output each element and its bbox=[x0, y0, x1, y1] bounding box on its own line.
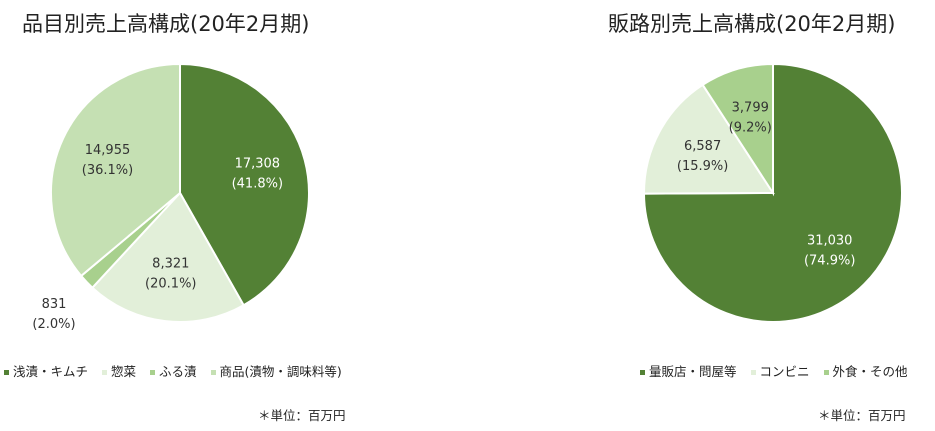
legend-swatch bbox=[4, 370, 9, 375]
legend-swatch bbox=[150, 370, 156, 375]
legend-label: 量販店・問屋等 bbox=[649, 364, 737, 379]
chart1-legend: 浅漬・キムチ 惣菜 ふる漬 商品(漬物・調味料等) bbox=[4, 361, 342, 380]
slice-value-label: 31,030 bbox=[807, 233, 853, 248]
slice-value-label: 831 bbox=[42, 297, 67, 312]
legend-label: 惣菜 bbox=[111, 364, 137, 379]
legend-label: コンビニ bbox=[759, 364, 810, 379]
slice-percent-label: (20.1%) bbox=[145, 276, 196, 291]
chart1-unit-note: ＊単位：百万円 bbox=[258, 408, 346, 423]
slice-percent-label: (15.9%) bbox=[677, 159, 728, 174]
slice-value-label: 17,308 bbox=[235, 157, 281, 172]
legend-label: ふる漬 bbox=[159, 364, 197, 379]
slice-percent-label: (9.2%) bbox=[729, 120, 772, 135]
legend-label: 商品(漬物・調味料等) bbox=[219, 364, 342, 379]
slice-value-label: 6,587 bbox=[684, 139, 721, 154]
legend-swatch bbox=[102, 370, 108, 375]
legend-item: 惣菜 bbox=[102, 361, 136, 380]
chart1-title: 品目別売上高構成(20年2月期) bbox=[22, 12, 310, 36]
legend-label: 浅漬・キムチ bbox=[13, 364, 89, 379]
legend-item: 浅漬・キムチ bbox=[4, 361, 88, 380]
slice-percent-label: (2.0%) bbox=[32, 317, 75, 332]
chart2-title: 販路別売上高構成(20年2月期) bbox=[608, 12, 896, 36]
legend-item: 量販店・問屋等 bbox=[640, 361, 737, 380]
legend-swatch bbox=[640, 370, 645, 375]
slice-percent-label: (74.9%) bbox=[804, 253, 855, 268]
chart2-legend: 量販店・問屋等 コンビニ 外食・その他 bbox=[640, 361, 908, 380]
slice-value-label: 3,799 bbox=[732, 100, 769, 115]
legend-swatch bbox=[823, 370, 829, 375]
slice-value-label: 8,321 bbox=[152, 256, 189, 271]
slice-value-label: 14,955 bbox=[85, 143, 131, 158]
legend-swatch bbox=[210, 370, 216, 375]
legend-swatch bbox=[750, 370, 756, 375]
slice-percent-label: (41.8%) bbox=[232, 177, 283, 192]
legend-item: 商品(漬物・調味料等) bbox=[210, 361, 342, 380]
legend-label: 外食・その他 bbox=[832, 364, 908, 379]
slice-percent-label: (36.1%) bbox=[82, 163, 133, 178]
pie-slice bbox=[90, 191, 245, 323]
legend-item: 外食・その他 bbox=[823, 361, 908, 380]
pie-slice bbox=[643, 83, 775, 195]
legend-item: コンビニ bbox=[750, 361, 810, 380]
pie-slice bbox=[179, 62, 310, 307]
legend-item: ふる漬 bbox=[150, 361, 197, 380]
chart2-unit-note: ＊単位：百万円 bbox=[818, 408, 906, 423]
pie-slice bbox=[50, 62, 181, 278]
pie-slice bbox=[701, 62, 774, 197]
pie-slice bbox=[642, 62, 903, 323]
